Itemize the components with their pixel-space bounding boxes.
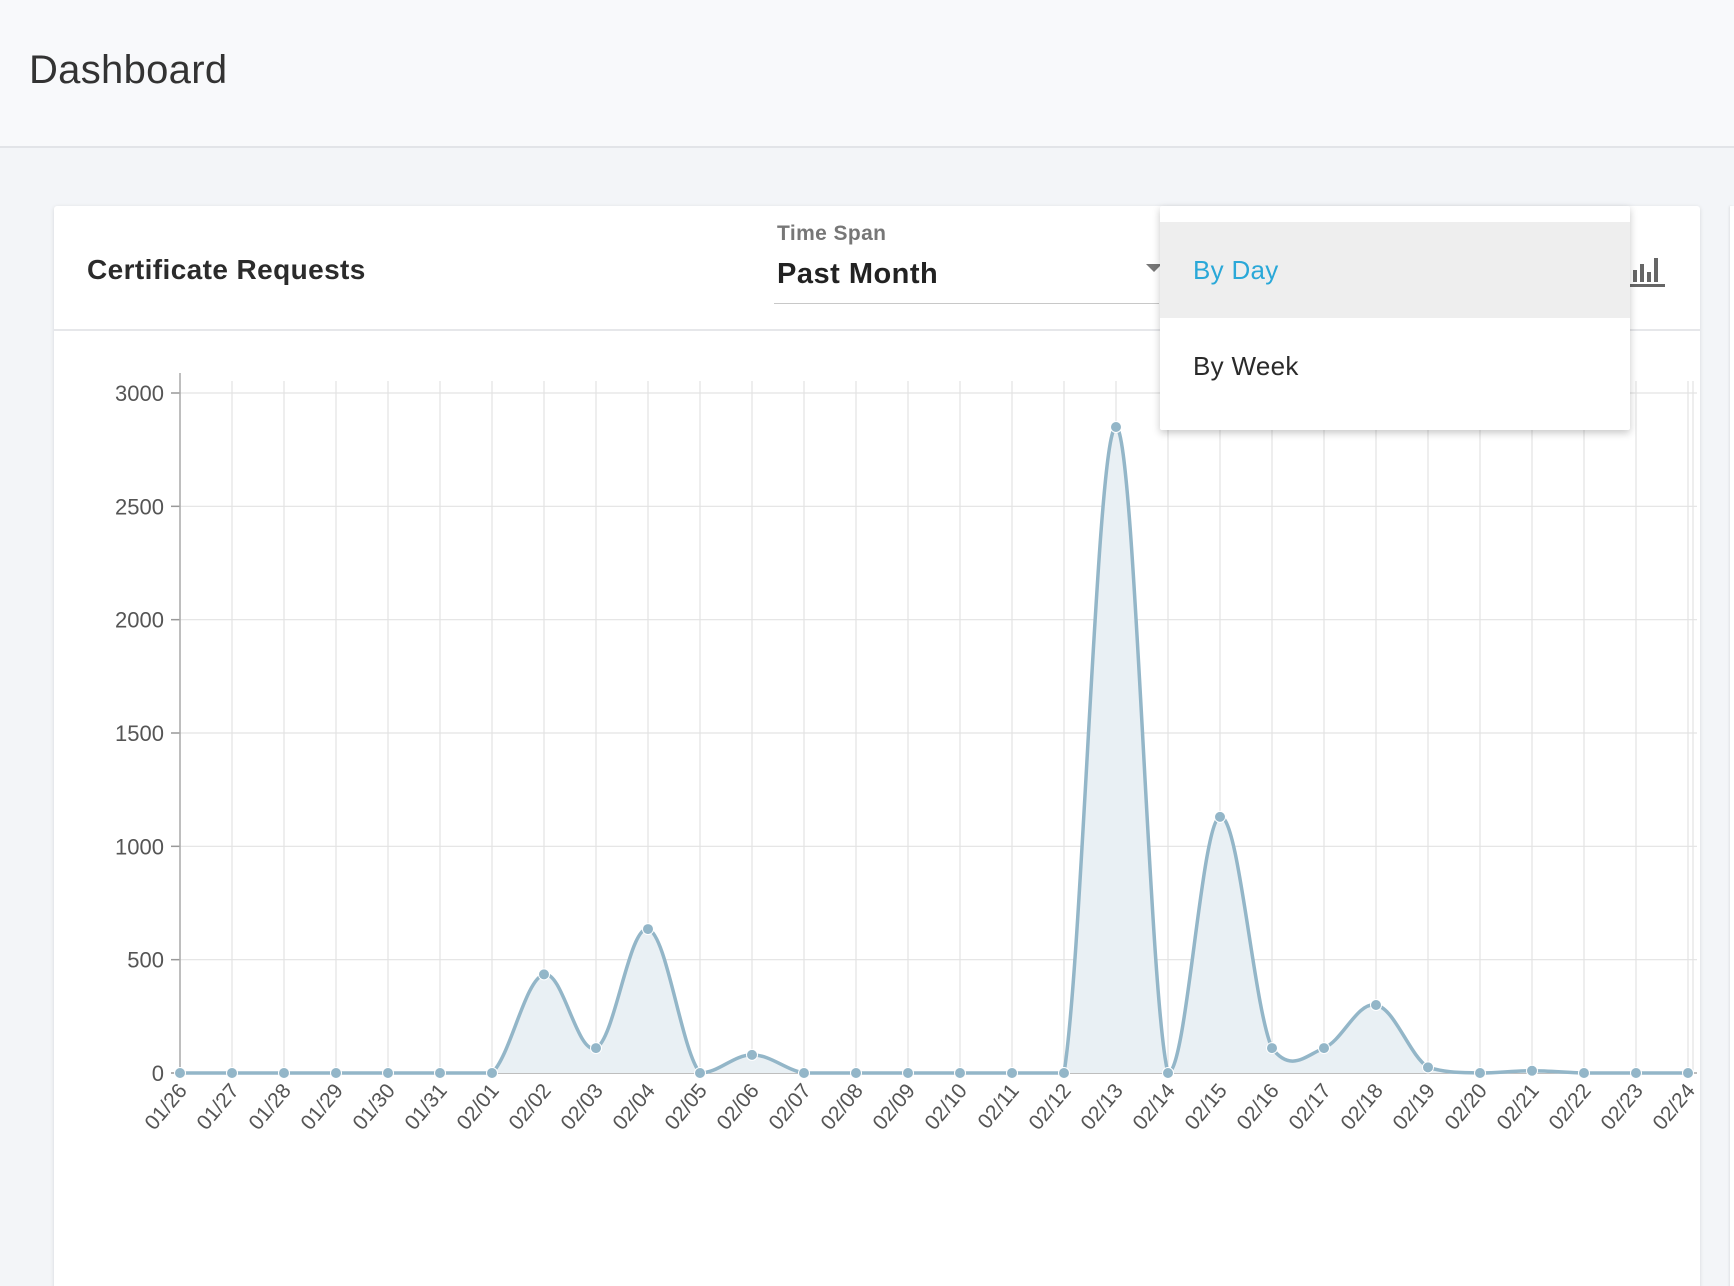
x-tick-label: 02/17 [1284, 1079, 1335, 1134]
series-line [179, 425, 1688, 1075]
time-span-label: Time Span [777, 222, 887, 245]
data-point [642, 923, 654, 936]
data-point [1110, 421, 1122, 433]
x-tick-label: 02/24 [1648, 1079, 1700, 1134]
x-tick-label: 02/03 [556, 1079, 607, 1134]
data-point [1058, 1067, 1070, 1079]
y-tick-label: 1500 [115, 721, 164, 746]
x-tick-label: 01/30 [348, 1079, 399, 1134]
data-point [1578, 1067, 1590, 1079]
chevron-down-icon[interactable] [1146, 264, 1162, 272]
x-tick-label: 02/18 [1336, 1079, 1387, 1134]
x-tick-label: 01/27 [192, 1079, 243, 1134]
dropdown-item-by-day[interactable]: By Day [1160, 222, 1630, 318]
x-tick-label: 01/26 [140, 1079, 191, 1134]
data-point [1006, 1067, 1018, 1079]
data-point [278, 1067, 290, 1079]
x-tick-label: 02/08 [816, 1079, 867, 1134]
x-tick-label: 02/20 [1440, 1079, 1491, 1134]
x-tick-label: 02/01 [452, 1079, 503, 1134]
page-title: Dashboard [29, 48, 228, 92]
data-point [226, 1067, 238, 1079]
x-tick-label: 01/31 [400, 1079, 451, 1134]
x-tick-label: 02/04 [608, 1079, 660, 1134]
x-tick-label: 02/09 [868, 1079, 919, 1134]
x-tick-label: 02/21 [1492, 1079, 1543, 1134]
data-point [1422, 1061, 1434, 1074]
dropdown-item-by-week[interactable]: By Week [1193, 351, 1299, 381]
y-tick-label: 0 [152, 1061, 164, 1086]
x-tick-label: 02/10 [920, 1079, 971, 1134]
adjacent-card-edge [1730, 206, 1734, 1286]
data-point [694, 1067, 706, 1079]
y-tick-label: 500 [127, 948, 164, 973]
data-point [1266, 1042, 1278, 1055]
y-tick-label: 3000 [115, 381, 164, 406]
data-point [798, 1067, 810, 1079]
time-span-select[interactable]: Time Span Past Month [774, 218, 1159, 304]
y-tick-label: 2500 [115, 494, 164, 519]
x-tick-label: 02/07 [764, 1079, 815, 1134]
data-point [746, 1048, 758, 1061]
data-point [1318, 1042, 1330, 1055]
x-tick-label: 01/28 [244, 1079, 295, 1134]
x-tick-label: 02/22 [1544, 1079, 1595, 1134]
x-tick-label: 02/13 [1076, 1079, 1127, 1134]
data-point [1474, 1067, 1486, 1079]
x-tick-label: 02/14 [1128, 1079, 1180, 1134]
data-point [1214, 810, 1226, 823]
data-point [850, 1067, 862, 1079]
x-tick-label: 02/16 [1232, 1079, 1283, 1134]
bar-chart-icon[interactable] [1629, 252, 1665, 288]
data-point [1630, 1067, 1642, 1079]
data-point [1682, 1067, 1694, 1079]
data-point [590, 1042, 602, 1055]
data-point [174, 1067, 186, 1079]
data-point [1370, 999, 1382, 1011]
x-tick-label: 02/05 [660, 1079, 711, 1134]
top-bar: Dashboard [0, 0, 1734, 148]
time-span-value: Past Month [777, 258, 939, 290]
y-tick-label: 1000 [115, 834, 164, 859]
data-point [1526, 1064, 1538, 1077]
data-point [538, 968, 550, 981]
data-point [902, 1067, 914, 1079]
data-point [434, 1067, 446, 1079]
data-point [486, 1067, 498, 1079]
x-tick-label: 02/15 [1180, 1079, 1231, 1134]
x-tick-label: 02/23 [1596, 1079, 1647, 1134]
data-point [330, 1067, 342, 1079]
series-area [180, 427, 1688, 1073]
x-tick-label: 02/11 [973, 1079, 1023, 1133]
view-by-dropdown: By Day By Week [1160, 206, 1630, 430]
x-tick-label: 02/02 [504, 1079, 555, 1134]
card-header: Certificate Requests Time Span Past Mont… [54, 206, 1700, 331]
x-tick-label: 02/12 [1024, 1079, 1075, 1134]
x-tick-label: 02/19 [1388, 1079, 1439, 1134]
y-tick-label: 2000 [115, 608, 164, 633]
data-point [382, 1067, 394, 1079]
data-point [954, 1067, 966, 1079]
data-point [1162, 1067, 1174, 1079]
card-title: Certificate Requests [87, 254, 366, 285]
x-tick-label: 02/06 [712, 1079, 763, 1134]
x-tick-label: 01/29 [296, 1079, 347, 1134]
